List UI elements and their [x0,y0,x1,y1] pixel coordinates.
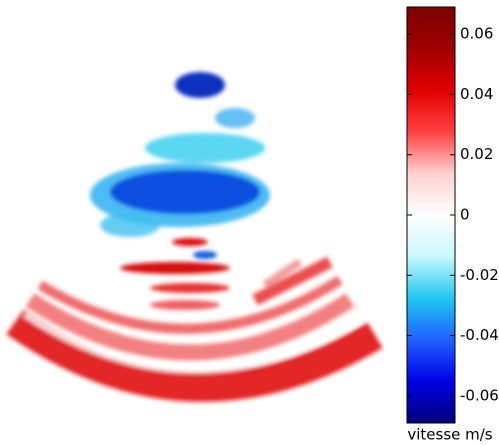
colorbar-tick-label: 0.04 [460,85,493,103]
colorbar-tick-label: 0.06 [460,25,493,43]
colorbar [406,6,456,424]
colorbar-tick-label: 0 [460,206,470,224]
colorbar-tick-label: -0.04 [460,326,499,344]
colorbar-label: vitesse m/s [407,426,492,444]
doppler-image [6,72,383,402]
colorbar-tick-label: -0.06 [460,386,499,404]
colorbar-tick-label: 0.02 [460,145,493,163]
colorbar-tick-label: -0.02 [460,266,499,284]
